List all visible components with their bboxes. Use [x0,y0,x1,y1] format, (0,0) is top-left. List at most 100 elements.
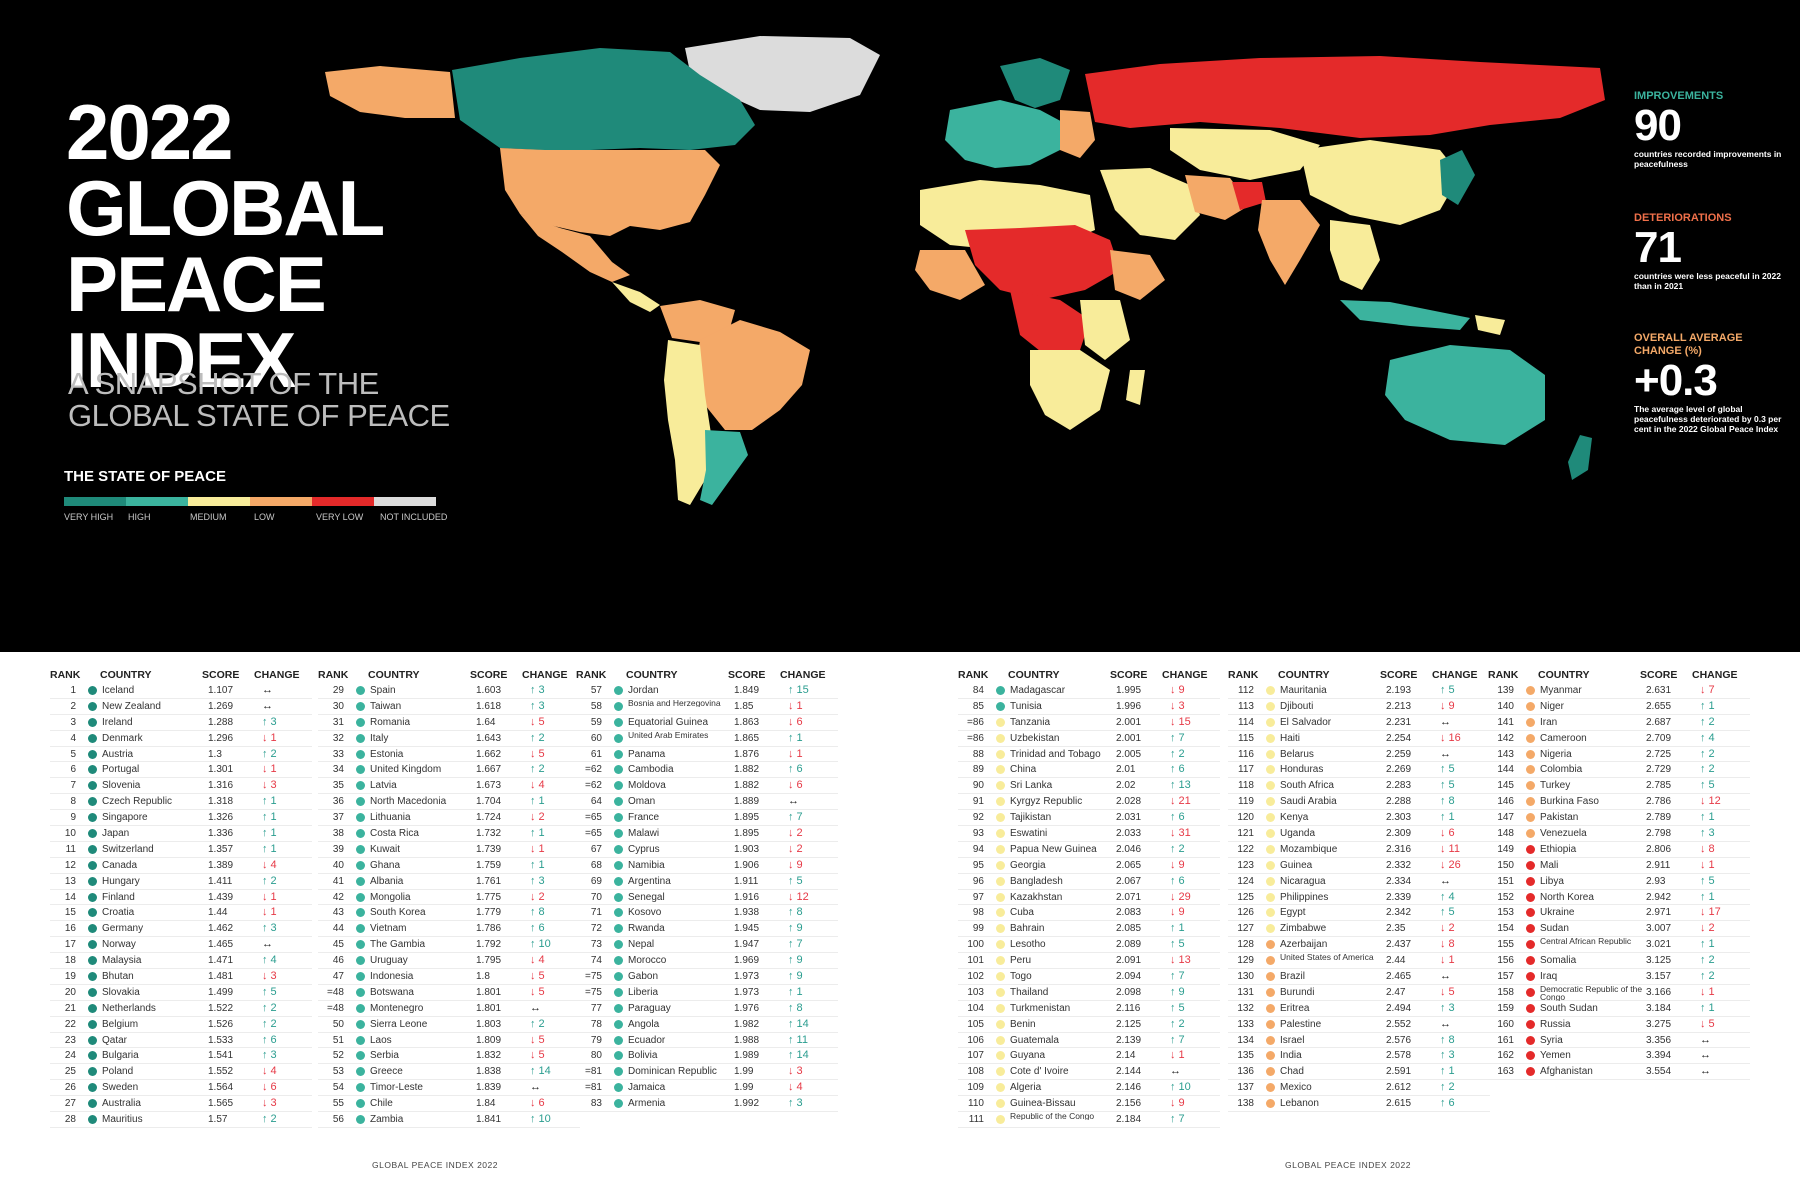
change-cell: ↑ 5 [1700,874,1715,887]
table-row: 107 Guyana 2.14 ↓ 1 [958,1048,1220,1065]
score-cell: 1.107 [208,685,234,696]
rank-cell: =65 [585,812,602,824]
score-cell: 2.494 [1386,1002,1412,1014]
table-row: 114 El Salvador 2.231 ↔ [1228,715,1490,731]
score-cell: 2.44 [1386,955,1406,967]
rank-cell: 37 [332,812,344,824]
change-cell: ↑ 7 [788,811,803,824]
peace-level-dot [88,1035,97,1045]
legend-swatch-high [126,497,188,506]
change-cell: ↓ 5 [530,970,545,983]
rank-cell: 92 [972,812,984,824]
table-row: 18 Malaysia 1.471 ↑ 4 [50,953,312,970]
country-cell: India [1280,1050,1302,1062]
footer-right: GLOBAL PEACE INDEX 2022 [1285,1160,1411,1170]
rank-cell: 116 [1238,748,1254,760]
country-cell: Cameroon [1540,732,1587,744]
score-cell: 1.849 [734,685,760,696]
change-cell: ↑ 1 [262,811,277,824]
header-score: SCORE [202,669,240,681]
country-cell: The Gambia [370,939,426,951]
rank-cell: 129 [1237,955,1254,967]
country-cell: Italy [370,732,389,744]
table-row: 73 Nepal 1.947 ↑ 7 [576,937,838,954]
score-cell: 2.798 [1646,828,1672,840]
table-header: RANK COUNTRY SCORE CHANGE [1228,669,1490,683]
change-cell: ↓ 6 [1440,827,1455,840]
peace-level-dot [1526,987,1535,997]
peace-level-dot [356,1019,365,1029]
change-cell: ↑ 1 [1440,811,1455,824]
score-cell: 2.14 [1116,1050,1136,1062]
change-cell: ↓ 9 [788,858,803,871]
score-cell: 2.001 [1116,732,1142,744]
country-cell: South Sudan [1540,1002,1598,1014]
table-row: 78 Angola 1.982 ↑ 14 [576,1017,838,1033]
rank-cell: 122 [1237,843,1254,855]
country-cell: Colombia [1540,764,1583,776]
rank-cell: 133 [1237,1018,1254,1030]
score-cell: 1.801 [476,1002,502,1014]
peace-level-dot [614,876,623,886]
peace-level-dot [996,701,1005,711]
table-row: 153 Ukraine 2.971 ↓ 17 [1488,905,1750,922]
table-row: 103 Thailand 2.098 ↑ 9 [958,985,1220,1001]
country-cell: Mozambique [1280,843,1338,855]
score-cell: 2.576 [1386,1034,1412,1046]
score-cell: 3.356 [1646,1034,1672,1046]
stat-description: countries were less peaceful in 2022 tha… [1634,271,1781,291]
rank-cell: 108 [967,1066,984,1078]
country-cell: Netherlands [102,1002,156,1014]
score-cell: 2.005 [1116,748,1142,760]
table-row: 142 Cameroon 2.709 ↑ 4 [1488,731,1750,747]
score-cell: 2.083 [1116,907,1142,919]
score-cell: 1.99 [734,1066,754,1078]
header-rank: RANK [958,669,989,681]
table-row: 123 Guinea 2.332 ↓ 26 [1228,858,1490,874]
peace-level-dot [1266,940,1275,950]
table-row: =81 Dominican Republic 1.99 ↓ 3 [576,1064,838,1081]
table-row: 41 Albania 1.761 ↑ 3 [318,874,580,890]
peace-level-dot [996,797,1005,807]
table-row: 99 Bahrain 2.085 ↑ 1 [958,921,1220,938]
rank-cell: 79 [590,1034,602,1046]
legend-swatch-low [250,497,312,506]
peace-level-dot [614,701,623,711]
country-cell: Malawi [628,828,660,840]
peace-level-dot [614,908,623,918]
score-cell: 2.911 [1646,859,1671,871]
australia-region [1385,345,1545,445]
change-cell: ↑ 7 [1170,1113,1185,1126]
score-cell: 1.895 [734,812,760,824]
country-cell: Guinea [1280,859,1313,871]
score-cell: 2.35 [1386,923,1406,935]
score-cell: 1.357 [208,843,234,855]
peace-level-dot [356,1115,365,1125]
table-row: 109 Algeria 2.146 ↑ 10 [958,1080,1220,1097]
country-cell: Jamaica [628,1082,666,1094]
change-cell: ↓ 5 [530,747,545,760]
rank-cell: 6 [70,764,76,776]
rank-cell: 110 [968,1098,984,1110]
score-cell: 1.85 [734,700,754,712]
country-cell: Russia [1540,1018,1571,1030]
change-cell: ↔ [262,699,273,712]
peace-level-dot [1526,733,1535,743]
score-cell: 2.071 [1116,891,1142,903]
country-cell: El Salvador [1280,716,1332,728]
peace-level-dot [356,972,365,982]
score-cell: 2.254 [1386,732,1412,744]
score-cell: 2.552 [1386,1018,1412,1030]
country-cell: Poland [102,1066,134,1078]
peace-level-dot [88,749,97,759]
rank-cell: 124 [1237,875,1254,887]
header-score: SCORE [470,669,508,681]
change-cell: ↓ 26 [1440,858,1461,871]
east-africa-region [1080,300,1130,360]
country-cell: Liberia [628,986,659,998]
rank-cell: =81 [585,1082,602,1094]
rank-cell: =48 [327,986,344,998]
change-cell: ↑ 2 [262,874,277,887]
rank-cell: =48 [327,1002,344,1014]
score-cell: 1.84 [476,1098,496,1110]
